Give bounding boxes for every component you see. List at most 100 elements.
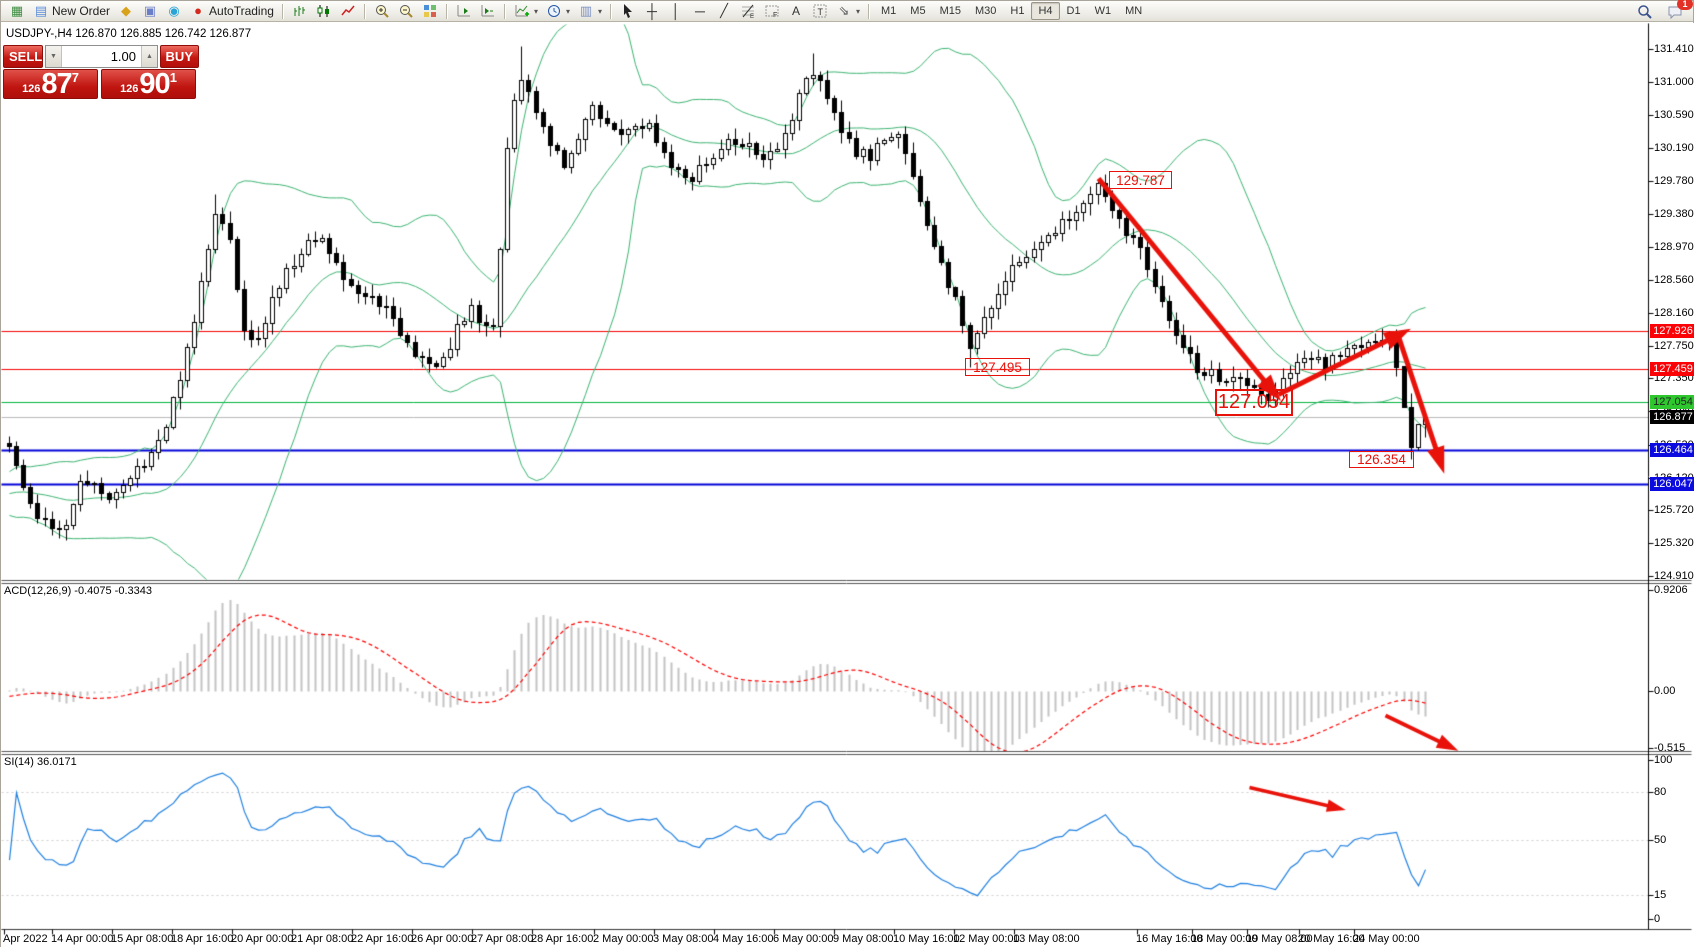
market-icon: ◆ [121, 3, 132, 18]
new-order-icon: ▤ [34, 3, 48, 18]
chart-canvas[interactable] [1, 23, 1694, 948]
cursor-button[interactable] [616, 1, 640, 22]
zoom-out-button[interactable] [394, 1, 418, 22]
macd-axis-tick: 0.9206 [1654, 583, 1688, 596]
timeframe-m30-button[interactable]: M30 [974, 5, 997, 17]
market-watch-button[interactable]: ◆ [114, 1, 138, 22]
timeframe-h4-button[interactable]: H4 [1031, 2, 1060, 20]
chart-shift-button[interactable] [452, 1, 476, 22]
autotrading-button[interactable]: ● AutoTrading [186, 1, 278, 22]
buy-price-point: 1 [169, 70, 177, 85]
trendline-button[interactable]: ╱ [712, 1, 736, 22]
annotation-price-callout[interactable]: 127.495 [965, 358, 1030, 376]
svg-text:F: F [773, 12, 777, 19]
periods-button[interactable]: ▾ [542, 1, 574, 22]
annotation-price-callout[interactable]: 126.354 [1349, 451, 1414, 468]
time-axis-label: 20 Apr 00:00 [231, 933, 294, 945]
chevron-down-icon: ▾ [856, 6, 861, 16]
metaeditor-button[interactable]: ▣ [138, 1, 162, 22]
new-order-button[interactable]: ▤ New Order [29, 1, 114, 22]
crosshair-button[interactable]: ┼ [640, 1, 664, 22]
toolbar-separator [868, 3, 871, 19]
hline-button[interactable]: ─ [688, 1, 712, 22]
timeframe-d1-button[interactable]: D1 [1066, 5, 1081, 17]
price-tag: 126.464 [1650, 443, 1694, 457]
toolbar: ▦ ▤ New Order ◆ ▣ ◉ ● AutoTrading ▾ ▾ ▥ ▾ ┼ │ ─ ╱ E F A T ⇘ ▾… [1, 0, 1693, 22]
buy-button[interactable]: BUY [160, 45, 199, 68]
chevron-down-icon: ▾ [565, 6, 570, 16]
line-chart-button[interactable] [336, 1, 360, 22]
signals-button[interactable]: ◉ [162, 1, 186, 22]
time-axis-label: 18 Apr 16:00 [171, 933, 234, 945]
fibo-icon: E [740, 3, 756, 19]
zoom-out-icon [398, 3, 414, 19]
indicators-button[interactable]: ▾ [510, 1, 542, 22]
hline-icon: ─ [695, 3, 705, 19]
price-tag: 127.054 [1650, 395, 1694, 410]
vline-button[interactable]: │ [664, 1, 688, 22]
trade-panel-prices: 126 87 7 126 90 1 [3, 69, 199, 99]
new-chart-button[interactable]: ▦ [5, 1, 29, 22]
volume-value[interactable]: 1.00 [110, 49, 136, 64]
auto-scroll-button[interactable] [476, 1, 500, 22]
search-button[interactable] [1633, 1, 1657, 22]
rsi-indicator-label: SI(14) 36.0171 [4, 756, 77, 768]
timeframe-m1-button[interactable]: M1 [881, 5, 897, 17]
channel-button[interactable]: F [760, 1, 784, 22]
time-axis-label: 24 May 00:00 [1353, 933, 1420, 945]
timeframe-mn-button[interactable]: MN [1125, 5, 1143, 17]
shift-icon [456, 3, 472, 19]
timeframe-m5-button[interactable]: M5 [910, 5, 926, 17]
macd-axis-tick: 0.00 [1654, 685, 1676, 697]
arrows-button[interactable]: ⇘ ▾ [832, 1, 864, 22]
templates-button[interactable]: ▥ ▾ [574, 1, 606, 22]
trendline-icon: ╱ [720, 3, 728, 18]
volume-increase-button[interactable]: ▲ [141, 46, 157, 67]
rsi-axis-tick: 0 [1654, 913, 1661, 925]
zoom-in-button[interactable] [370, 1, 394, 22]
price-axis-tick: 127.750 [1654, 339, 1694, 352]
price-axis-tick: 130.590 [1654, 109, 1694, 122]
timeframe-m15-button[interactable]: M15 [939, 5, 961, 17]
bar-chart-button[interactable] [288, 1, 312, 22]
timeframe-w1-button[interactable]: W1 [1094, 5, 1112, 17]
candle-chart-button[interactable] [312, 1, 336, 22]
label-button[interactable]: T [808, 1, 832, 22]
new-chart-icon: ▦ [10, 3, 24, 18]
price-tag: 127.926 [1650, 324, 1694, 339]
time-axis-label: 12 May 00:00 [953, 933, 1020, 945]
notifications-button[interactable]: 1 [1663, 0, 1693, 22]
fibonacci-button[interactable]: E [736, 1, 760, 22]
time-axis-label: 14 Apr 00:00 [51, 933, 114, 945]
toolbar-right-icons: 1 [1633, 0, 1693, 22]
toolbar-separator [503, 3, 506, 19]
time-axis-label: 18 May 00:00 [1191, 933, 1258, 945]
time-axis-label: 4 May 16:00 [713, 933, 774, 945]
cursor-icon [620, 3, 636, 19]
time-axis-label: 10 May 16:00 [893, 933, 960, 945]
buy-price[interactable]: 126 90 1 [101, 69, 196, 99]
volume-decrease-button[interactable]: ▼ [46, 46, 62, 67]
volume-spinner[interactable]: ▼ 1.00 ▲ [45, 45, 158, 68]
macd-indicator-label: ACD(12,26,9) -0.4075 -0.3343 [4, 585, 152, 597]
chart-area: USDJPY-,H4 126.870 126.885 126.742 126.8… [1, 23, 1694, 948]
line-icon [340, 3, 356, 19]
tile-windows-button[interactable] [418, 1, 442, 22]
time-axis-label: 21 Apr 08:00 [291, 933, 354, 945]
template-icon: ▥ [579, 3, 593, 18]
text-button[interactable]: A [784, 1, 808, 22]
toolbar-separator [445, 3, 448, 19]
time-axis-label: 28 Apr 16:00 [531, 933, 594, 945]
price-axis-tick: 128.970 [1654, 240, 1694, 253]
time-axis-label: 20 May 16:00 [1298, 933, 1365, 945]
annotation-price-callout[interactable]: 127.054 [1215, 389, 1293, 416]
price-tag: 126.877 [1650, 409, 1694, 424]
price-axis-tick: 131.000 [1654, 76, 1694, 89]
sell-price[interactable]: 126 87 7 [3, 69, 98, 99]
channel-icon: F [764, 3, 780, 19]
annotation-price-callout[interactable]: 129.787 [1109, 171, 1172, 189]
timeframe-h1-button[interactable]: H1 [1010, 5, 1025, 17]
sell-button[interactable]: SELL [3, 45, 43, 68]
sell-price-point: 7 [71, 70, 79, 85]
